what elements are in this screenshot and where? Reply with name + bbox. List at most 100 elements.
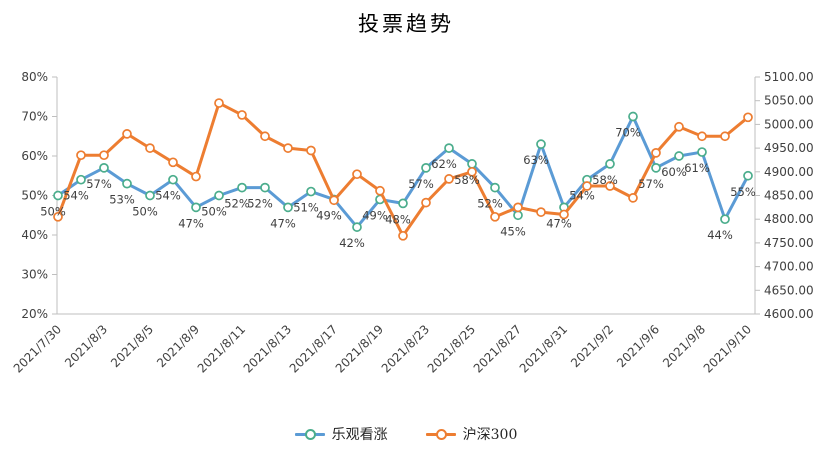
- x-axis-tick-label: 2021/8/23: [379, 322, 432, 375]
- series-0-data-label: 42%: [339, 236, 365, 250]
- series-0-point: [513, 210, 523, 221]
- x-axis-tick-label: 2021/8/13: [241, 322, 294, 375]
- legend-label-hs300: 沪深300: [462, 427, 518, 443]
- series-0-data-label: 52%: [477, 197, 503, 211]
- legend-item-optimistic: 乐观看涨: [294, 424, 388, 444]
- series-1-point: [467, 166, 477, 177]
- series-0-data-label: 45%: [500, 224, 526, 238]
- right-axis-tick-label: 5050.00: [764, 94, 814, 108]
- series-1-point: [490, 211, 500, 222]
- left-axis-tick-label: 50%: [21, 189, 48, 203]
- series-0-data-label: 47%: [546, 216, 572, 230]
- series-1-point: [306, 145, 316, 156]
- series-0-point: [536, 139, 546, 149]
- legend-line-optimistic: [294, 429, 325, 440]
- series-0-data-label: 47%: [178, 216, 204, 230]
- series-1-point: [99, 150, 109, 161]
- series-0-point: [145, 190, 155, 201]
- legend-marker-icon: [435, 429, 447, 440]
- x-axis-tick-label: 2021/9/10: [701, 322, 754, 375]
- series-0-point: [444, 143, 454, 153]
- series-0-data-label: 47%: [270, 216, 296, 230]
- x-axis-tick-label: 2021/8/5: [108, 322, 156, 370]
- legend-marker-icon: [304, 429, 316, 440]
- series-0-point: [421, 163, 431, 173]
- right-axis-tick-label: 4900.00: [764, 165, 814, 179]
- x-axis-tick-label: 2021/9/8: [660, 322, 708, 370]
- left-axis-tick-label: 60%: [21, 149, 48, 163]
- series-0-data-label: 58%: [592, 173, 618, 187]
- series-1-point: [421, 197, 431, 208]
- x-axis-tick-label: 2021/8/25: [425, 322, 478, 375]
- series-0-data-label: 60%: [661, 165, 687, 179]
- chart-legend: 乐观看涨 沪深300: [0, 424, 812, 444]
- series-1-point: [628, 193, 638, 203]
- series-0-data-label: 55%: [730, 185, 756, 199]
- series-0-data-label: 49%: [316, 208, 342, 222]
- series-0-point: [674, 151, 684, 161]
- series-0-data-label: 52%: [247, 197, 273, 211]
- right-axis-tick-label: 4750.00: [764, 236, 814, 250]
- right-axis-tick-label: 4950.00: [764, 141, 814, 155]
- series-0-point: [237, 182, 247, 193]
- x-axis-tick-label: 2021/8/19: [333, 322, 386, 375]
- x-axis-tick-label: 2021/8/11: [195, 322, 248, 375]
- series-1-point: [536, 207, 546, 217]
- series-0-point: [605, 159, 615, 169]
- series-0-data-label: 70%: [615, 126, 641, 140]
- left-axis-tick-label: 70%: [21, 110, 48, 124]
- right-axis-tick-label: 4600.00: [764, 307, 814, 321]
- legend-label-optimistic: 乐观看涨: [331, 427, 388, 443]
- series-0-point: [168, 174, 178, 185]
- x-axis-tick-label: 2021/8/27: [471, 322, 524, 375]
- series-0-point: [398, 198, 408, 209]
- series-0-data-label: 50%: [40, 205, 66, 219]
- left-axis-tick-label: 20%: [21, 307, 48, 321]
- series-0-data-label: 52%: [224, 197, 250, 211]
- series-0-point: [306, 186, 316, 197]
- left-axis-tick-label: 80%: [21, 70, 48, 84]
- series-1-point: [559, 209, 569, 220]
- chart-title: 投票趋势: [358, 12, 454, 36]
- x-axis-tick-label: 2021/8/9: [154, 322, 202, 370]
- x-axis-tick-label: 2021/7/30: [11, 322, 64, 375]
- series-0-data-label: 57%: [408, 177, 434, 191]
- series-0-point: [352, 222, 362, 232]
- series-1-point: [651, 147, 661, 158]
- series-0-data-label: 58%: [454, 173, 480, 187]
- x-axis-tick-label: 2021/8/17: [287, 322, 340, 375]
- left-axis-tick-label: 40%: [21, 228, 48, 242]
- series-0-data-label: 57%: [638, 177, 664, 191]
- x-axis-tick-label: 2021/9/2: [568, 322, 616, 370]
- series-0-point: [122, 178, 132, 189]
- series-0-point: [628, 111, 638, 122]
- series-0-data-label: 57%: [86, 177, 112, 191]
- series-0-line: [56, 115, 750, 229]
- series-1-point: [283, 143, 293, 153]
- series-1-point: [53, 211, 63, 222]
- legend-item-hs300: 沪深300: [425, 424, 518, 444]
- series-0-point: [76, 174, 86, 185]
- series-0-data-label: 53%: [109, 193, 135, 207]
- series-0-point: [467, 159, 477, 169]
- series-0-point: [99, 163, 109, 173]
- series-0-point: [651, 163, 661, 173]
- right-axis-tick-label: 4800.00: [764, 212, 814, 226]
- series-1-point: [237, 110, 247, 120]
- series-0-data-label: 51%: [293, 201, 319, 215]
- series-0-data-label: 50%: [201, 205, 227, 219]
- series-1-point: [329, 195, 339, 206]
- series-0-point: [191, 202, 201, 213]
- series-1-point: [168, 157, 178, 168]
- series-0-point: [490, 182, 500, 193]
- series-1-point: [375, 185, 385, 196]
- series-0-data-label: 50%: [132, 205, 158, 219]
- series-1-point: [743, 112, 753, 123]
- series-0-data-label: 48%: [385, 212, 411, 226]
- series-1-point: [513, 202, 523, 213]
- series-1-point: [260, 131, 270, 142]
- right-axis-tick-label: 4650.00: [764, 283, 814, 297]
- series-0-point: [283, 202, 293, 213]
